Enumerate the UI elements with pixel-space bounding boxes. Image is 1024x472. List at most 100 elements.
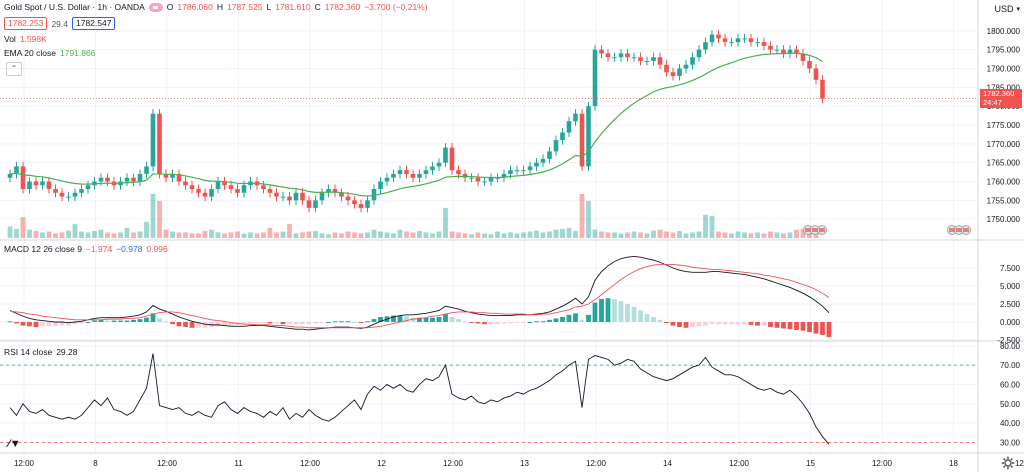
macd-histogram-bar	[111, 320, 117, 322]
candle-body	[137, 173, 143, 182]
symbol-title[interactable]: Gold Spot / U.S. Dollar · 1h · OANDA	[4, 2, 145, 12]
candle-body	[501, 173, 507, 178]
candle-body	[553, 140, 559, 152]
candle-body	[280, 196, 286, 198]
macd-histogram-bar	[397, 315, 403, 322]
candle-body	[677, 68, 682, 77]
macd-histogram-bar	[274, 322, 279, 324]
gear-icon[interactable]	[1001, 456, 1015, 470]
macd-histogram-bar	[813, 322, 819, 334]
macd-histogram-bar	[527, 322, 533, 323]
macd-histogram-bar	[677, 322, 682, 328]
candle-body	[202, 192, 208, 197]
candle-body	[800, 53, 806, 61]
candle-body	[469, 177, 474, 179]
macd-histogram-bar	[625, 304, 630, 322]
volume-bar	[371, 229, 377, 238]
candle-body	[514, 170, 520, 172]
candle-body	[807, 60, 812, 69]
volume-bar	[690, 232, 695, 238]
candle-body	[46, 181, 52, 190]
macd-histogram-bar	[131, 319, 136, 322]
macd-histogram-bar	[547, 319, 552, 322]
price-tick-label: 1775.000	[987, 121, 1021, 130]
ohlc-high: 1787.525	[227, 2, 263, 12]
macd-histogram-bar	[150, 313, 156, 322]
candle-body	[157, 113, 162, 174]
rsi-tick-label: 60.00	[1000, 380, 1021, 389]
macd-histogram-bar	[7, 321, 13, 323]
tradingview-logo-icon: ⁄▼	[8, 438, 21, 450]
candle-body	[313, 200, 318, 208]
macd-histogram-bar	[794, 322, 799, 330]
candle-body	[98, 177, 104, 182]
macd-histogram-bar	[651, 316, 656, 322]
macd-histogram-bar	[371, 319, 377, 322]
volume-bar	[631, 231, 637, 238]
macd-histogram-bar	[475, 322, 481, 324]
candle-body	[196, 189, 201, 193]
collapse-legend-button[interactable]: ⌃	[6, 62, 22, 76]
macd-histogram-bar	[612, 298, 617, 322]
volume-bar	[267, 227, 273, 238]
macd-histogram-bar	[618, 301, 624, 322]
price-tick-label: 1800.000	[987, 27, 1021, 36]
price-tick-label: 1755.000	[987, 196, 1021, 205]
volume-bar	[709, 215, 715, 238]
macd-histogram-bar	[514, 322, 520, 323]
rsi-line	[9, 353, 830, 445]
currency-selector[interactable]: USD ▾	[994, 4, 1020, 14]
rsi-label[interactable]: RSI 14 close	[4, 347, 53, 357]
candle-body	[781, 49, 786, 54]
macd-histogram-bar	[761, 322, 767, 326]
buy-button[interactable]: 1782.547	[72, 17, 116, 30]
volume-bar	[300, 232, 305, 238]
sell-button[interactable]: 1782.253	[4, 17, 48, 30]
volume-bar	[79, 231, 84, 238]
volume-bar	[332, 232, 338, 238]
macd-histogram-bar	[183, 322, 188, 328]
volume-bar	[157, 200, 162, 238]
volume-bar	[501, 233, 507, 238]
candle-body	[527, 166, 533, 171]
candle-body	[683, 64, 689, 69]
candle-body	[105, 177, 110, 182]
macd-histogram-bar	[144, 317, 149, 322]
volume-bar	[326, 234, 331, 238]
volume-bar	[534, 230, 539, 238]
macd-histogram-bar	[261, 322, 266, 323]
volume-label[interactable]: Vol	[4, 34, 16, 44]
volume-bar	[248, 232, 253, 238]
volume-bar	[586, 200, 591, 238]
price-pane[interactable]	[0, 30, 978, 238]
candle-body	[79, 189, 84, 193]
volume-bar	[118, 232, 123, 238]
candle-body	[124, 177, 130, 182]
price-tick-label: 1770.000	[987, 140, 1021, 149]
candle-body	[189, 185, 195, 190]
macd-label[interactable]: MACD 12 26 close 9	[4, 244, 82, 254]
candle-body	[183, 181, 188, 186]
macd-histogram-bar	[404, 316, 409, 322]
macd-histogram-bar	[540, 321, 546, 323]
macd-tick-label: 2.500	[1000, 300, 1021, 309]
settings-pill-icon[interactable]	[148, 2, 163, 12]
candle-body	[59, 192, 65, 197]
volume-bar	[599, 231, 604, 238]
macd-histogram-bar	[33, 322, 39, 328]
macd-pane[interactable]	[7, 256, 832, 338]
ema-value: 1791.866	[59, 48, 96, 58]
macd-histogram-bar	[482, 322, 487, 325]
candle-body	[358, 204, 364, 208]
candle-body	[319, 192, 325, 201]
rsi-pane[interactable]	[0, 353, 978, 445]
volume-bar	[261, 232, 266, 238]
macd-histogram-bar	[66, 322, 71, 326]
price-tick-label: 1795.000	[987, 46, 1021, 55]
ema-label[interactable]: EMA 20 close	[4, 48, 56, 58]
rsi-tick-label: 50.00	[1000, 400, 1021, 409]
macd-tick-label: 0.000	[1000, 318, 1021, 327]
volume-bar	[189, 233, 195, 238]
macd-histogram-bar	[716, 322, 721, 325]
volume-bar	[183, 232, 188, 238]
